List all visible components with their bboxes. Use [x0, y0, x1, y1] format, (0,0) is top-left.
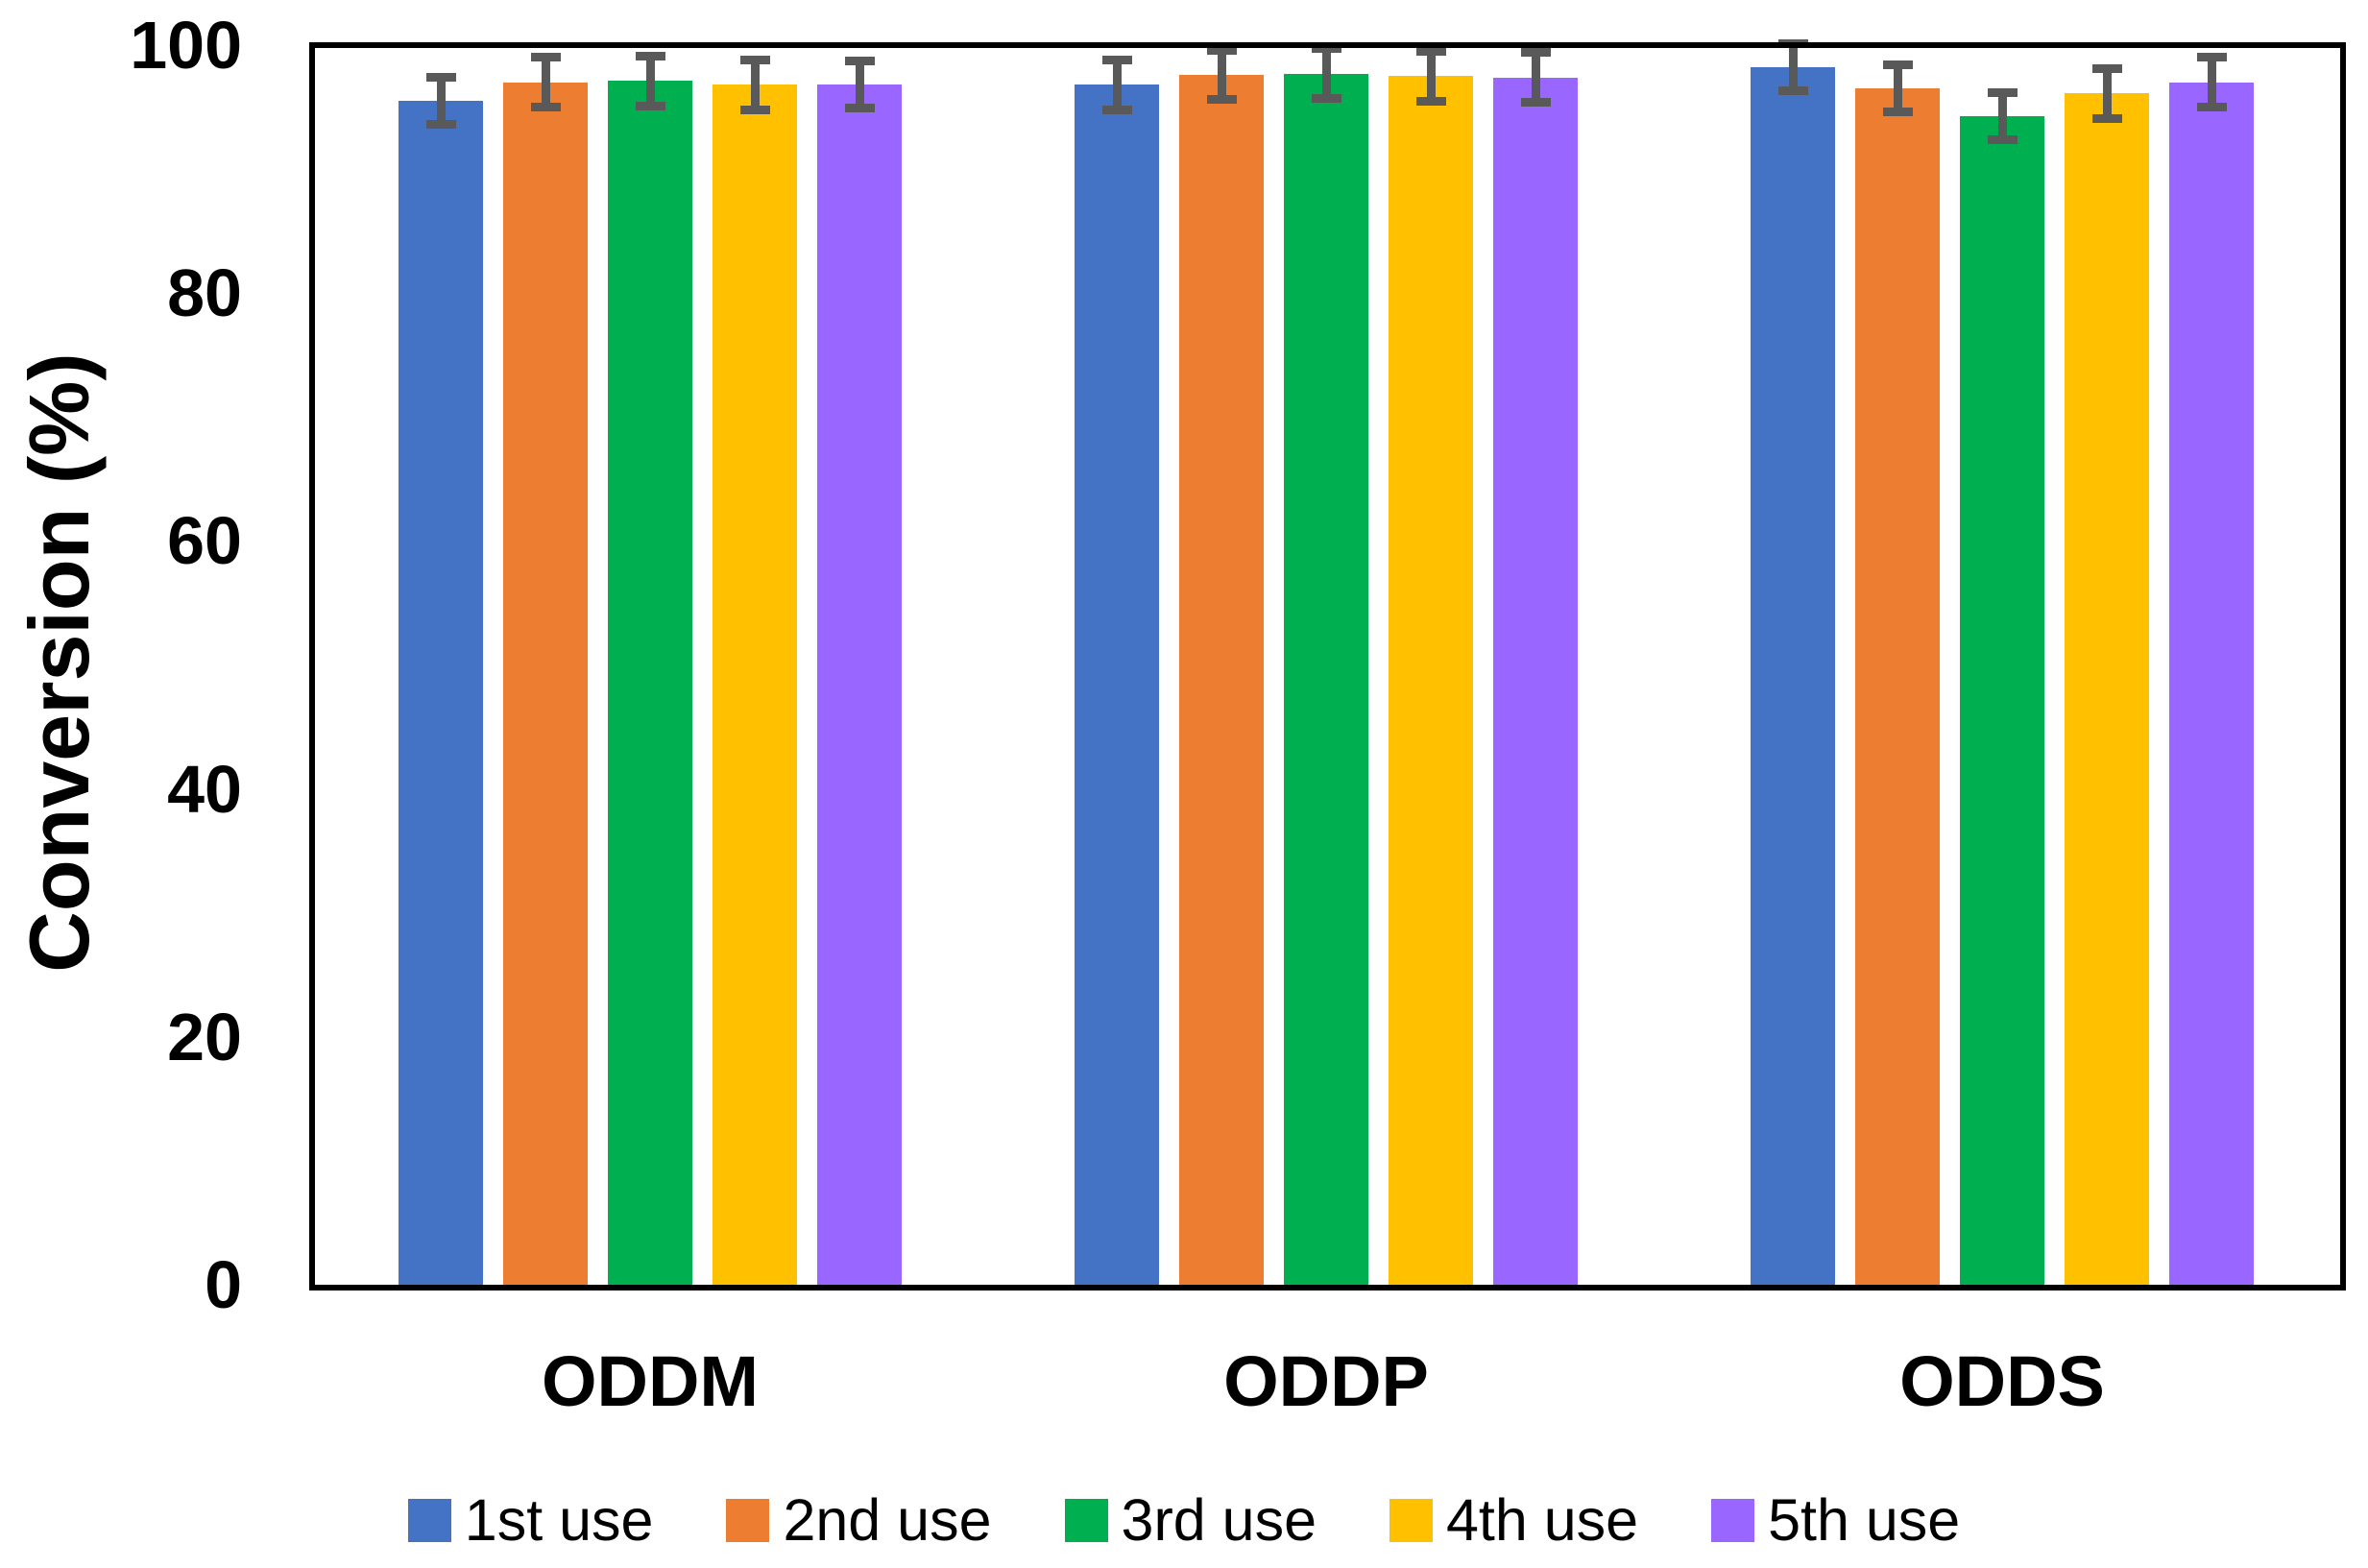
error-bar: [2196, 53, 2227, 62]
bar: [1960, 115, 2044, 1285]
error-bar: [1311, 94, 1341, 103]
legend-item: 1st use: [407, 1487, 654, 1553]
bar: [1855, 88, 1940, 1285]
bar: [713, 84, 797, 1285]
bar: [1389, 76, 1473, 1285]
legend-item: 3rd use: [1064, 1487, 1317, 1553]
category-label: ODDM: [541, 1341, 760, 1421]
error-bar: [436, 77, 446, 125]
error-bar: [739, 105, 770, 114]
bar: [399, 101, 483, 1285]
bar: [2169, 82, 2254, 1285]
error-bar: [1777, 39, 1808, 49]
legend-label: 5th use: [1768, 1487, 1961, 1553]
y-tick-label: 100: [130, 8, 242, 83]
legend-swatch: [1064, 1498, 1108, 1542]
bar: [817, 84, 902, 1285]
error-bar: [2091, 113, 2122, 123]
error-bar: [635, 52, 665, 61]
legend-swatch: [1711, 1498, 1755, 1542]
error-bar: [1882, 60, 1913, 70]
error-bar: [844, 57, 875, 66]
error-bar: [1415, 46, 1446, 56]
legend-label: 2nd use: [783, 1487, 992, 1553]
bar: [2065, 93, 2149, 1285]
y-axis-title: Conversion (%): [12, 352, 107, 973]
legend-item: 2nd use: [726, 1487, 992, 1553]
bar: [608, 81, 692, 1285]
legend-item: 4th use: [1389, 1488, 1638, 1552]
category-label: ODDP: [1223, 1341, 1429, 1421]
error-bar: [1531, 52, 1540, 103]
error-bar: [1777, 86, 1808, 96]
bar: [1751, 67, 1835, 1285]
error-bar: [1217, 50, 1226, 100]
error-bar: [1101, 105, 1132, 114]
error-bar: [645, 56, 655, 107]
bar: [1179, 74, 1264, 1285]
error-bar: [1206, 95, 1237, 105]
error-bar: [1311, 44, 1341, 54]
error-bar: [2196, 103, 2227, 112]
category-label: ODDS: [1899, 1341, 2105, 1421]
y-tick-label: 0: [205, 1247, 242, 1322]
error-bar: [530, 53, 561, 62]
error-bar: [855, 60, 864, 109]
error-bar: [425, 73, 456, 83]
y-tick-label: 40: [167, 751, 242, 827]
error-bar: [1788, 43, 1798, 91]
error-bar: [750, 60, 760, 110]
legend: 1st use 2nd use 3rd use 4th use 5th use: [0, 1488, 2368, 1552]
error-bar: [1520, 48, 1551, 58]
legend-item: 5th use: [1711, 1488, 1960, 1552]
error-bar: [425, 120, 456, 130]
bar: [1284, 73, 1368, 1285]
legend-swatch: [407, 1498, 451, 1542]
error-bar: [2207, 57, 2216, 108]
y-tick-label: 20: [167, 999, 242, 1074]
legend-label: 3rd use: [1121, 1487, 1317, 1553]
error-bar: [1321, 48, 1331, 99]
error-bar: [2102, 68, 2112, 119]
error-bar: [1882, 108, 1913, 117]
y-tick-label: 80: [167, 255, 242, 331]
y-tick-label: 60: [167, 503, 242, 579]
bar: [1493, 77, 1578, 1285]
legend-swatch: [1389, 1498, 1433, 1542]
error-bar: [1997, 92, 2007, 140]
error-bar: [1987, 134, 2018, 144]
error-bar: [739, 55, 770, 64]
bar: [503, 82, 588, 1285]
error-bar: [1520, 97, 1551, 107]
error-bar: [1893, 64, 1902, 112]
error-bar: [1112, 60, 1122, 110]
error-bar: [635, 101, 665, 110]
error-bar: [530, 103, 561, 112]
error-bar: [1101, 55, 1132, 64]
error-bar: [1206, 45, 1237, 55]
error-bar: [541, 57, 550, 108]
legend-label: 4th use: [1446, 1487, 1639, 1553]
error-bar: [1987, 87, 2018, 97]
error-bar: [1426, 51, 1436, 102]
bar: [1075, 84, 1159, 1285]
error-bar: [844, 104, 875, 113]
error-bar: [1415, 96, 1446, 106]
error-bar: [2091, 64, 2122, 74]
legend-swatch: [726, 1498, 770, 1542]
legend-label: 1st use: [464, 1487, 654, 1553]
